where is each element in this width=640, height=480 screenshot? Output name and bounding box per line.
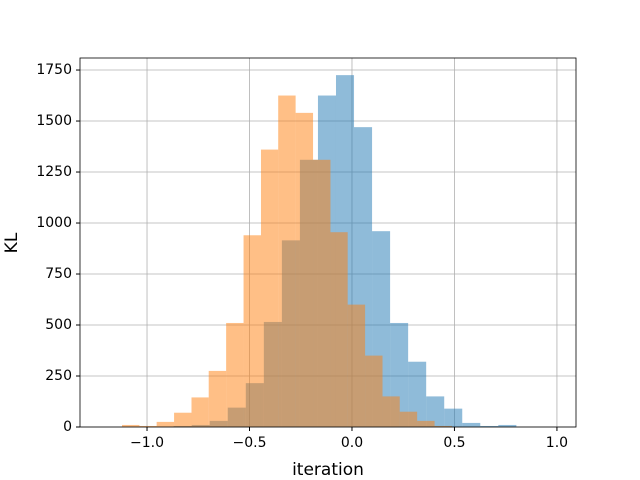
- y-tick-label: 1000: [36, 215, 72, 231]
- histogram-bar: [174, 412, 192, 427]
- x-axis-label: iteration: [292, 460, 364, 480]
- histogram-bar: [260, 149, 279, 427]
- histogram-bar: [498, 424, 517, 427]
- y-tick-label: 1250: [36, 164, 72, 180]
- histogram-bar: [462, 422, 481, 427]
- histogram-bar: [243, 235, 261, 427]
- y-tick-label: 1750: [36, 62, 72, 78]
- histogram-bar: [278, 95, 296, 427]
- histogram-bar: [139, 425, 157, 427]
- x-tick-label: 0.5: [443, 435, 465, 451]
- histogram-bar: [156, 421, 175, 427]
- histogram-bar: [208, 370, 227, 427]
- histogram-bar: [365, 355, 383, 427]
- histogram-bar: [347, 304, 366, 427]
- y-tick-label: 750: [45, 266, 72, 282]
- histogram-bar: [444, 408, 463, 427]
- y-tick-label: 250: [45, 368, 72, 384]
- x-tick-label: −1.0: [130, 435, 164, 451]
- histogram-bar: [408, 361, 427, 427]
- histogram-bar: [330, 232, 348, 427]
- bars: [122, 75, 517, 428]
- histogram-bar: [480, 425, 499, 427]
- histogram-bar: [122, 424, 140, 427]
- histogram-bar: [313, 159, 331, 427]
- histogram-bar: [426, 396, 445, 427]
- x-tick-label: −0.5: [233, 435, 267, 451]
- histogram-bar: [399, 411, 418, 427]
- histogram-bar: [382, 396, 400, 427]
- histogram-bar: [226, 322, 244, 427]
- y-axis-label: KL: [2, 232, 22, 253]
- y-tick-label: 1500: [36, 113, 72, 129]
- y-tick-label: 500: [45, 317, 72, 333]
- y-tick-label: 0: [63, 419, 72, 435]
- histogram-bar: [434, 425, 452, 427]
- histogram-bar: [417, 420, 435, 427]
- histogram-bar: [191, 397, 209, 427]
- x-tick-label: 0.0: [341, 435, 363, 451]
- histogram-bar: [295, 112, 314, 428]
- plot-frame: [79, 57, 577, 428]
- x-tick-label: 1.0: [546, 435, 568, 451]
